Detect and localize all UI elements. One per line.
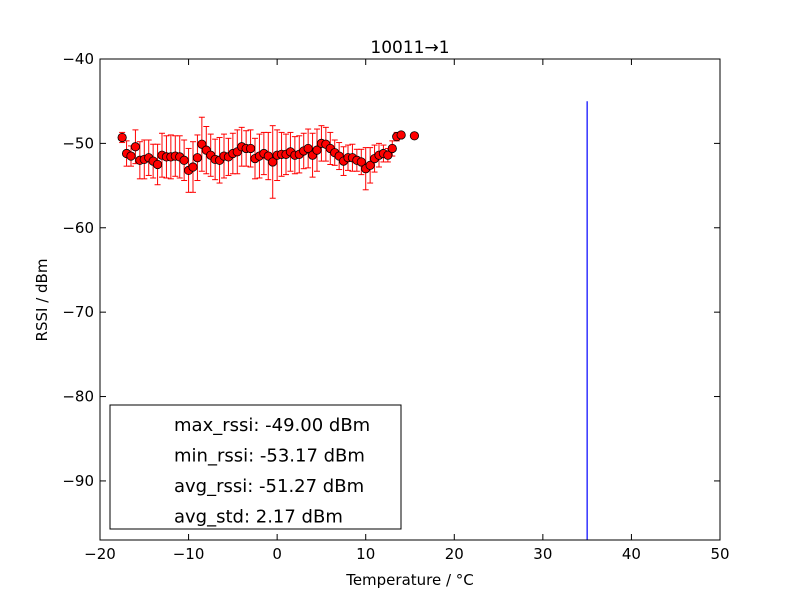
data-point — [117, 132, 127, 143]
legend-entry: avg_std: 2.17 dBm — [174, 507, 343, 528]
axis-ticks: −20 −10 0 10 20 30 40 50 −90 −80 −70 −60 −50 −40 — [62, 50, 729, 563]
data-point — [179, 155, 189, 165]
data-point — [303, 143, 313, 154]
data-point — [356, 157, 366, 167]
y-tick-label: −40 — [62, 50, 94, 68]
x-tick-label: 40 — [622, 545, 641, 563]
chart-title: 10011→1 — [370, 38, 449, 58]
plot-frame — [99, 58, 721, 541]
x-tick-label: −20 — [84, 545, 116, 563]
y-tick-label: −60 — [62, 219, 94, 237]
y-tick-label: −70 — [62, 303, 94, 321]
x-axis-label: Temperature / °C — [345, 571, 474, 589]
plot-area — [117, 101, 588, 540]
data-point — [409, 131, 420, 141]
y-tick-label: −90 — [62, 472, 94, 490]
legend-box — [109, 404, 402, 530]
data-point — [312, 145, 322, 155]
x-tick-label: 50 — [710, 545, 729, 563]
data-point — [387, 143, 397, 154]
data-point — [188, 162, 198, 172]
legend-entry: avg_rssi: -51.27 dBm — [174, 476, 364, 497]
y-tick-label: −50 — [62, 134, 94, 152]
data-point — [365, 160, 375, 170]
data-point — [192, 153, 203, 163]
x-tick-label: 20 — [445, 545, 464, 563]
data-point — [245, 143, 256, 154]
x-tick-label: −10 — [173, 545, 205, 563]
x-tick-label: 30 — [533, 545, 552, 563]
data-point — [268, 157, 278, 167]
data-point — [126, 151, 136, 161]
data-point — [396, 130, 406, 140]
data-point — [130, 142, 141, 152]
legend: max_rssi: -49.00 dBm min_rssi: -53.17 dBm… — [109, 404, 402, 530]
legend-entry: min_rssi: -53.17 dBm — [174, 446, 365, 467]
data-point — [383, 150, 393, 160]
data-point — [152, 159, 163, 170]
legend-entry: max_rssi: -49.00 dBm — [174, 415, 370, 436]
x-tick-label: 10 — [356, 545, 375, 563]
x-tick-label: 0 — [272, 545, 282, 563]
y-tick-label: −80 — [62, 388, 94, 406]
y-axis-label: RSSI / dBm — [33, 259, 51, 342]
